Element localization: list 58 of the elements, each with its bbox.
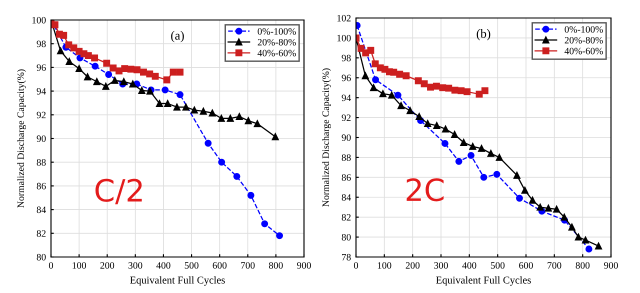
annotation: (a)	[171, 30, 184, 42]
annotation: C/2	[95, 178, 142, 204]
x-tick-label: 200	[406, 262, 420, 269]
y-tick-label: 86	[36, 182, 46, 190]
x-tick-label: 700	[241, 262, 255, 269]
x-tick-label: 600	[519, 262, 533, 269]
x-tick-label: 200	[100, 262, 114, 269]
x-axis-title: Equivalent Full Cycles	[130, 276, 225, 286]
y-tick-label: 98	[342, 54, 351, 62]
x-tick-label: 100	[72, 262, 86, 269]
legend-label: 20%-80%	[258, 38, 296, 46]
x-tick-label: 400	[156, 262, 170, 269]
y-tick-label: 80	[342, 234, 351, 241]
y-tick-label: 92	[36, 112, 46, 118]
legend-label: 40%-60%	[564, 48, 603, 54]
x-tick-label: 300	[434, 262, 448, 269]
y-tick-label: 90	[36, 135, 46, 142]
y-tick-label: 92	[342, 114, 351, 122]
y-axis-title: Normalized Discharge Capacity(%)	[322, 68, 331, 207]
y-tick-label: 94	[36, 88, 46, 95]
x-tick-label: 600	[212, 262, 227, 269]
y-tick-label: 96	[36, 64, 46, 71]
x-tick-label: 900	[604, 262, 618, 269]
legend-label: 0%-100%	[564, 26, 603, 33]
y-tick-label: 78	[342, 254, 351, 260]
y-tick-label: 84	[342, 194, 351, 201]
x-tick-label: 700	[548, 262, 562, 269]
annotation: (b)	[476, 29, 490, 40]
y-tick-label: 82	[342, 214, 351, 221]
y-tick-label: 86	[342, 174, 351, 181]
y-tick-label: 80	[36, 254, 46, 260]
x-tick-label: 300	[128, 262, 142, 269]
y-tick-label: 82	[36, 230, 46, 237]
y-tick-label: 102	[337, 14, 351, 22]
legend-label: 20%-80%	[564, 36, 603, 44]
annotation: 2C	[406, 178, 444, 202]
y-axis-title: Normalized Discharge Capacity(%)	[17, 69, 26, 208]
x-tick-label: 500	[184, 262, 198, 269]
x-tick-label: 500	[490, 262, 505, 269]
y-tick-label: 88	[342, 154, 351, 161]
x-tick-label: 400	[462, 262, 476, 269]
x-tick-label: 900	[297, 262, 311, 269]
legend-label: 0%-100%	[258, 28, 296, 35]
y-tick-label: 98	[36, 40, 46, 48]
x-tick-label: 800	[268, 262, 283, 269]
legend-label: 40%-60%	[258, 50, 296, 56]
x-axis-title: Equivalent Full Cycles	[436, 276, 531, 286]
y-tick-label: 94	[342, 94, 351, 102]
y-tick-label: 90	[342, 134, 351, 141]
y-tick-label: 96	[342, 74, 351, 82]
x-tick-label: 0	[354, 262, 358, 269]
x-tick-label: 0	[48, 262, 54, 269]
x-tick-label: 800	[576, 262, 590, 269]
y-tick-label: 88	[36, 159, 46, 166]
y-tick-label: 84	[36, 206, 46, 214]
y-tick-label: 100	[337, 34, 351, 42]
x-tick-label: 100	[378, 262, 392, 269]
y-tick-label: 100	[32, 16, 46, 24]
